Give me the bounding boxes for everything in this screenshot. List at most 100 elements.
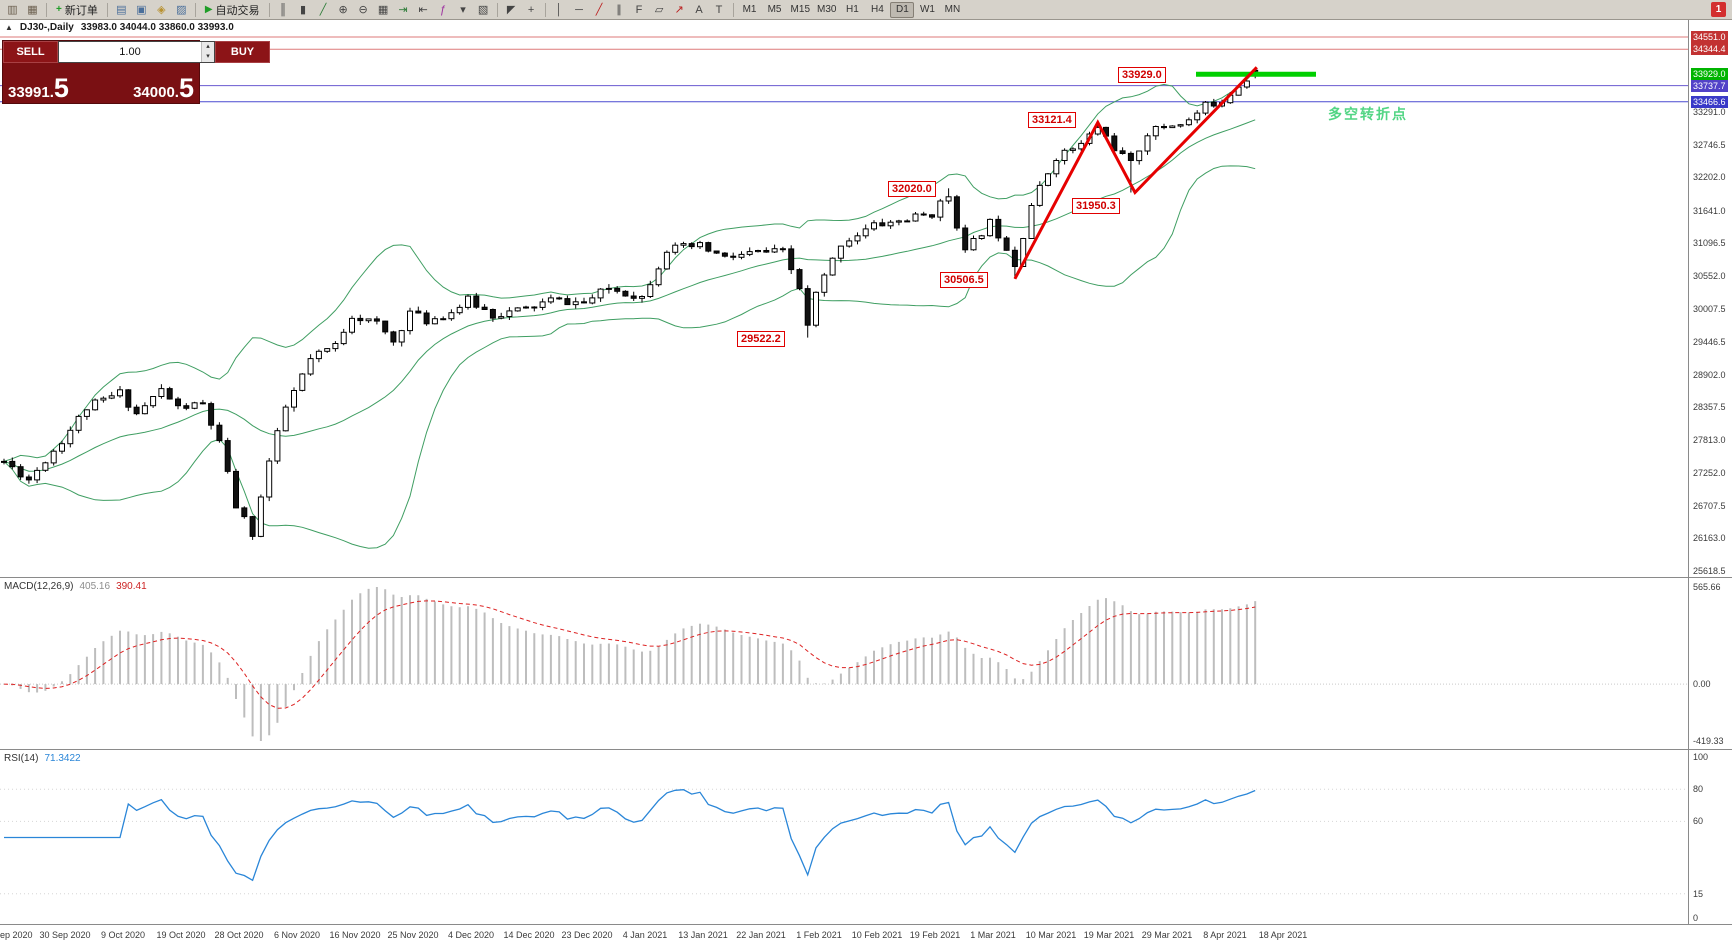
timeframe-m15-button[interactable]: M15 [790,3,810,15]
zoom-out-icon[interactable]: ⊖ [358,3,368,16]
rsi-axis[interactable]: 100 80 60 15 0 [1690,751,1732,924]
channel-icon[interactable]: ∥ [616,3,622,16]
price-axis-label: 32746.5 [1693,139,1726,150]
buy-price[interactable]: 34000. 5 [101,63,199,103]
alert-badge[interactable]: 1 [1711,2,1726,17]
date-axis-label: 19 Mar 2021 [1083,930,1135,940]
sell-price[interactable]: 33991. 5 [3,63,101,103]
line-chart-icon[interactable]: ╱ [319,3,327,16]
price-axis-label: 31641.0 [1693,205,1726,216]
timeframe-d1-button[interactable]: D1 [890,1,915,18]
data-window-icon[interactable]: ▣ [136,3,147,16]
date-axis-label: 1 Feb 2021 [796,930,842,940]
macd-axis-label: 565.66 [1693,582,1721,592]
horizontal-line-icon[interactable]: ─ [575,3,583,16]
date-axis-label: 28 Oct 2020 [214,930,264,940]
lot-size-input[interactable] [59,42,201,62]
sell-price-big-digit: 5 [53,73,69,103]
market-watch-icon[interactable]: ▤ [116,3,127,16]
toolbar-separator [732,2,734,17]
candlestick-chart-icon[interactable]: ▮ [300,3,307,16]
crosshair-icon[interactable]: + [527,3,535,16]
terminal-icon[interactable]: ▨ [176,3,187,16]
vertical-line-icon[interactable]: │ [555,3,563,16]
indicators-icon[interactable]: ƒ [439,3,447,16]
panel-splitter[interactable] [0,749,1732,750]
timeframe-m30-button[interactable]: M30 [817,3,837,15]
price-axis-label: 25618.5 [1693,565,1726,576]
rsi-indicator-label: RSI(14) 71.3422 [4,753,81,764]
arrows-icon[interactable]: ↗ [674,3,684,16]
macd-indicator-label: MACD(12,26,9) 405.16 390.41 [4,581,147,592]
macd-plot[interactable] [0,579,1688,749]
timeframe-h4-button[interactable]: H4 [871,3,884,15]
toolbar-separator [106,2,108,17]
lot-spinner: ▴ ▾ [201,42,214,62]
new-order-button[interactable]: + 新订单 [51,2,103,18]
price-annotation: 32020.0 [888,181,936,197]
autotrading-button[interactable]: ▶ 自动交易 [200,2,265,18]
price-annotation: 29522.2 [737,331,785,347]
rsi-axis-label: 100 [1693,752,1709,762]
timeframe-w1-button[interactable]: W1 [919,3,935,15]
date-axis-label: 19 Oct 2020 [156,930,206,940]
new-order-button-label: 新订单 [64,4,98,17]
text-icon[interactable]: A [695,3,703,16]
timeframe-h1-button[interactable]: H1 [846,3,859,15]
shapes-icon[interactable]: ▱ [654,3,664,16]
periods-dropdown-icon[interactable]: ▾ [460,3,466,16]
templates-icon[interactable]: ▧ [477,3,489,16]
date-axis-label: 25 Nov 2020 [387,930,439,940]
fibonacci-icon[interactable]: F [635,3,643,16]
price-axis[interactable]: 33291.0 32746.5 32202.0 31641.0 31096.5 30552… [1690,20,1732,577]
price-annotation: 31950.3 [1072,198,1120,214]
new-order-icon: + [56,4,62,15]
toolbar-separator [268,2,270,17]
price-axis-label: 26163.0 [1693,533,1726,544]
date-axis-label: 29 Mar 2021 [1141,930,1193,940]
date-axis-label: 13 Jan 2021 [678,930,728,940]
cursor-icon[interactable]: ◤ [506,3,516,16]
macd-axis[interactable]: 565.66 0.00 -419.33 [1690,579,1732,749]
chart-profiles-icon[interactable]: ▦ [27,3,38,16]
rsi-plot[interactable] [0,751,1688,924]
price-axis-label: 30007.5 [1693,303,1726,314]
sell-button[interactable]: SELL [3,41,58,63]
bar-chart-icon[interactable]: ║ [279,3,287,16]
price-marker-label: 34551.0 [1691,30,1728,43]
date-axis-label: 16 Nov 2020 [329,930,381,940]
timeframe-m5-button[interactable]: M5 [767,3,782,15]
lot-increase-button[interactable]: ▴ [202,42,214,52]
date-axis-label: 30 Sep 2020 [39,930,91,940]
date-axis[interactable]: 21 Sep 2020 30 Sep 2020 9 Oct 2020 19 Oct 2… [0,925,1732,946]
macd-main-value: 405.16 [79,581,111,592]
rsi-name: RSI(14) [4,753,39,764]
price-axis-label: 28902.0 [1693,369,1726,380]
price-axis-label: 31096.5 [1693,238,1726,249]
one-click-toggle-icon[interactable]: ▲ [5,23,13,32]
timeframe-m1-button[interactable]: M1 [742,3,757,15]
tile-windows-icon[interactable]: ▦ [377,3,389,16]
ohlc-values: 33983.0 34044.0 33860.0 33993.0 [80,22,234,33]
zoom-in-icon[interactable]: ⊕ [338,3,348,16]
chart-shift-icon[interactable]: ⇤ [418,3,428,16]
trendline-icon[interactable]: ╱ [595,3,603,16]
one-click-trading-panel: SELL ▴ ▾ BUY 33991.5 34000.5 [2,40,270,104]
date-axis-label: 9 Oct 2020 [100,930,146,940]
text-label-icon[interactable]: T [715,3,723,16]
panel-splitter[interactable] [0,577,1732,578]
price-annotation: 33929.0 [1118,67,1166,83]
date-axis-label: 21 Sep 2020 [0,930,33,940]
main-price-plot[interactable] [0,20,1688,577]
buy-button[interactable]: BUY [215,41,270,63]
auto-scroll-icon[interactable]: ⇥ [398,3,408,16]
price-axis-label: 32202.0 [1693,172,1726,183]
navigator-icon[interactable]: ◈ [157,3,166,16]
toolbar-separator [544,2,546,17]
rsi-axis-label: 15 [1693,888,1704,899]
timeframe-mn-button[interactable]: MN [944,3,961,15]
new-chart-icon[interactable]: ▥ [7,3,18,16]
toolbar-separator [194,2,196,17]
rsi-axis-label: 0 [1693,913,1699,923]
lot-decrease-button[interactable]: ▾ [202,52,214,62]
